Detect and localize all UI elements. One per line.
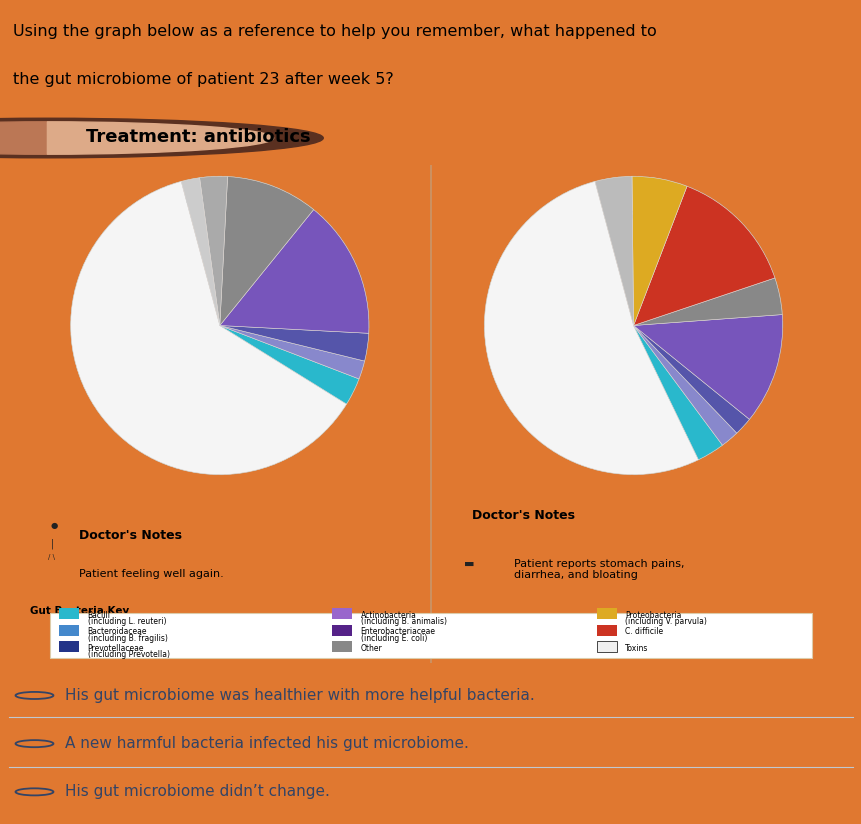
FancyBboxPatch shape: [596, 625, 616, 636]
Text: Patient reports stomach pains,
diarrhea, and bloating: Patient reports stomach pains, diarrhea,…: [513, 559, 684, 580]
Text: His gut microbiome didn’t change.: His gut microbiome didn’t change.: [65, 784, 329, 799]
Text: His gut microbiome was healthier with more helpful bacteria.: His gut microbiome was healthier with mo…: [65, 688, 534, 703]
Text: ●: ●: [50, 522, 58, 530]
FancyBboxPatch shape: [331, 608, 352, 620]
Text: WEEK 5: WEEK 5: [177, 194, 221, 208]
Text: Doctor's Notes: Doctor's Notes: [79, 529, 182, 541]
Wedge shape: [220, 176, 313, 325]
Text: Treatment: antibiotics: Treatment: antibiotics: [86, 128, 311, 146]
Text: the gut microbiome of patient 23 after week 5?: the gut microbiome of patient 23 after w…: [13, 73, 393, 87]
Text: Prevotellaceae: Prevotellaceae: [88, 644, 144, 653]
Wedge shape: [220, 325, 364, 379]
Text: (including E. coli): (including E. coli): [360, 634, 426, 643]
Text: / \: / \: [48, 554, 55, 559]
Wedge shape: [71, 181, 346, 475]
Text: Using the graph below as a reference to help you remember, what happened to: Using the graph below as a reference to …: [13, 25, 656, 40]
Text: Patient feeling well again.: Patient feeling well again.: [79, 569, 224, 578]
FancyBboxPatch shape: [331, 625, 352, 636]
Wedge shape: [633, 186, 774, 325]
Wedge shape: [220, 209, 369, 333]
Wedge shape: [594, 176, 633, 325]
Text: |: |: [50, 539, 53, 549]
Wedge shape: [633, 325, 736, 445]
Wedge shape: [631, 176, 686, 325]
Wedge shape: [181, 178, 220, 325]
FancyBboxPatch shape: [59, 608, 79, 620]
Wedge shape: [633, 278, 782, 325]
Text: Toxins: Toxins: [625, 644, 648, 653]
Text: C. difficile: C. difficile: [625, 627, 663, 636]
Text: Actinobacteria: Actinobacteria: [360, 611, 416, 620]
Text: (including B. animalis): (including B. animalis): [360, 617, 446, 626]
Wedge shape: [0, 122, 47, 154]
Wedge shape: [633, 325, 748, 433]
Text: WEEK 7: WEEK 7: [590, 209, 635, 222]
Wedge shape: [633, 315, 782, 419]
FancyBboxPatch shape: [331, 641, 352, 653]
FancyBboxPatch shape: [50, 613, 811, 658]
Text: Other: Other: [360, 644, 382, 653]
Text: ▬: ▬: [463, 559, 474, 569]
Text: (including Prevotella): (including Prevotella): [88, 650, 170, 659]
FancyBboxPatch shape: [59, 625, 79, 636]
Text: Enterobacteriaceae: Enterobacteriaceae: [360, 627, 435, 636]
Text: Doctor's Notes: Doctor's Notes: [472, 508, 574, 522]
Text: Bacteroidaceae: Bacteroidaceae: [88, 627, 147, 636]
Circle shape: [0, 119, 323, 158]
Text: A new harmful bacteria infected his gut microbiome.: A new harmful bacteria infected his gut …: [65, 736, 468, 751]
Wedge shape: [633, 325, 722, 460]
Wedge shape: [220, 325, 369, 361]
Text: Bacilli: Bacilli: [88, 611, 110, 620]
Wedge shape: [200, 176, 227, 325]
Wedge shape: [220, 325, 358, 404]
FancyBboxPatch shape: [596, 608, 616, 620]
FancyBboxPatch shape: [596, 641, 616, 653]
FancyBboxPatch shape: [59, 641, 79, 653]
Text: Gut Bacteria Key: Gut Bacteria Key: [29, 606, 129, 616]
Wedge shape: [47, 122, 273, 154]
Text: Proteobacteria: Proteobacteria: [625, 611, 681, 620]
Wedge shape: [484, 181, 697, 475]
Text: (including B. fragilis): (including B. fragilis): [88, 634, 167, 643]
Text: (including L. reuteri): (including L. reuteri): [88, 617, 166, 626]
Text: (including V. parvula): (including V. parvula): [625, 617, 707, 626]
